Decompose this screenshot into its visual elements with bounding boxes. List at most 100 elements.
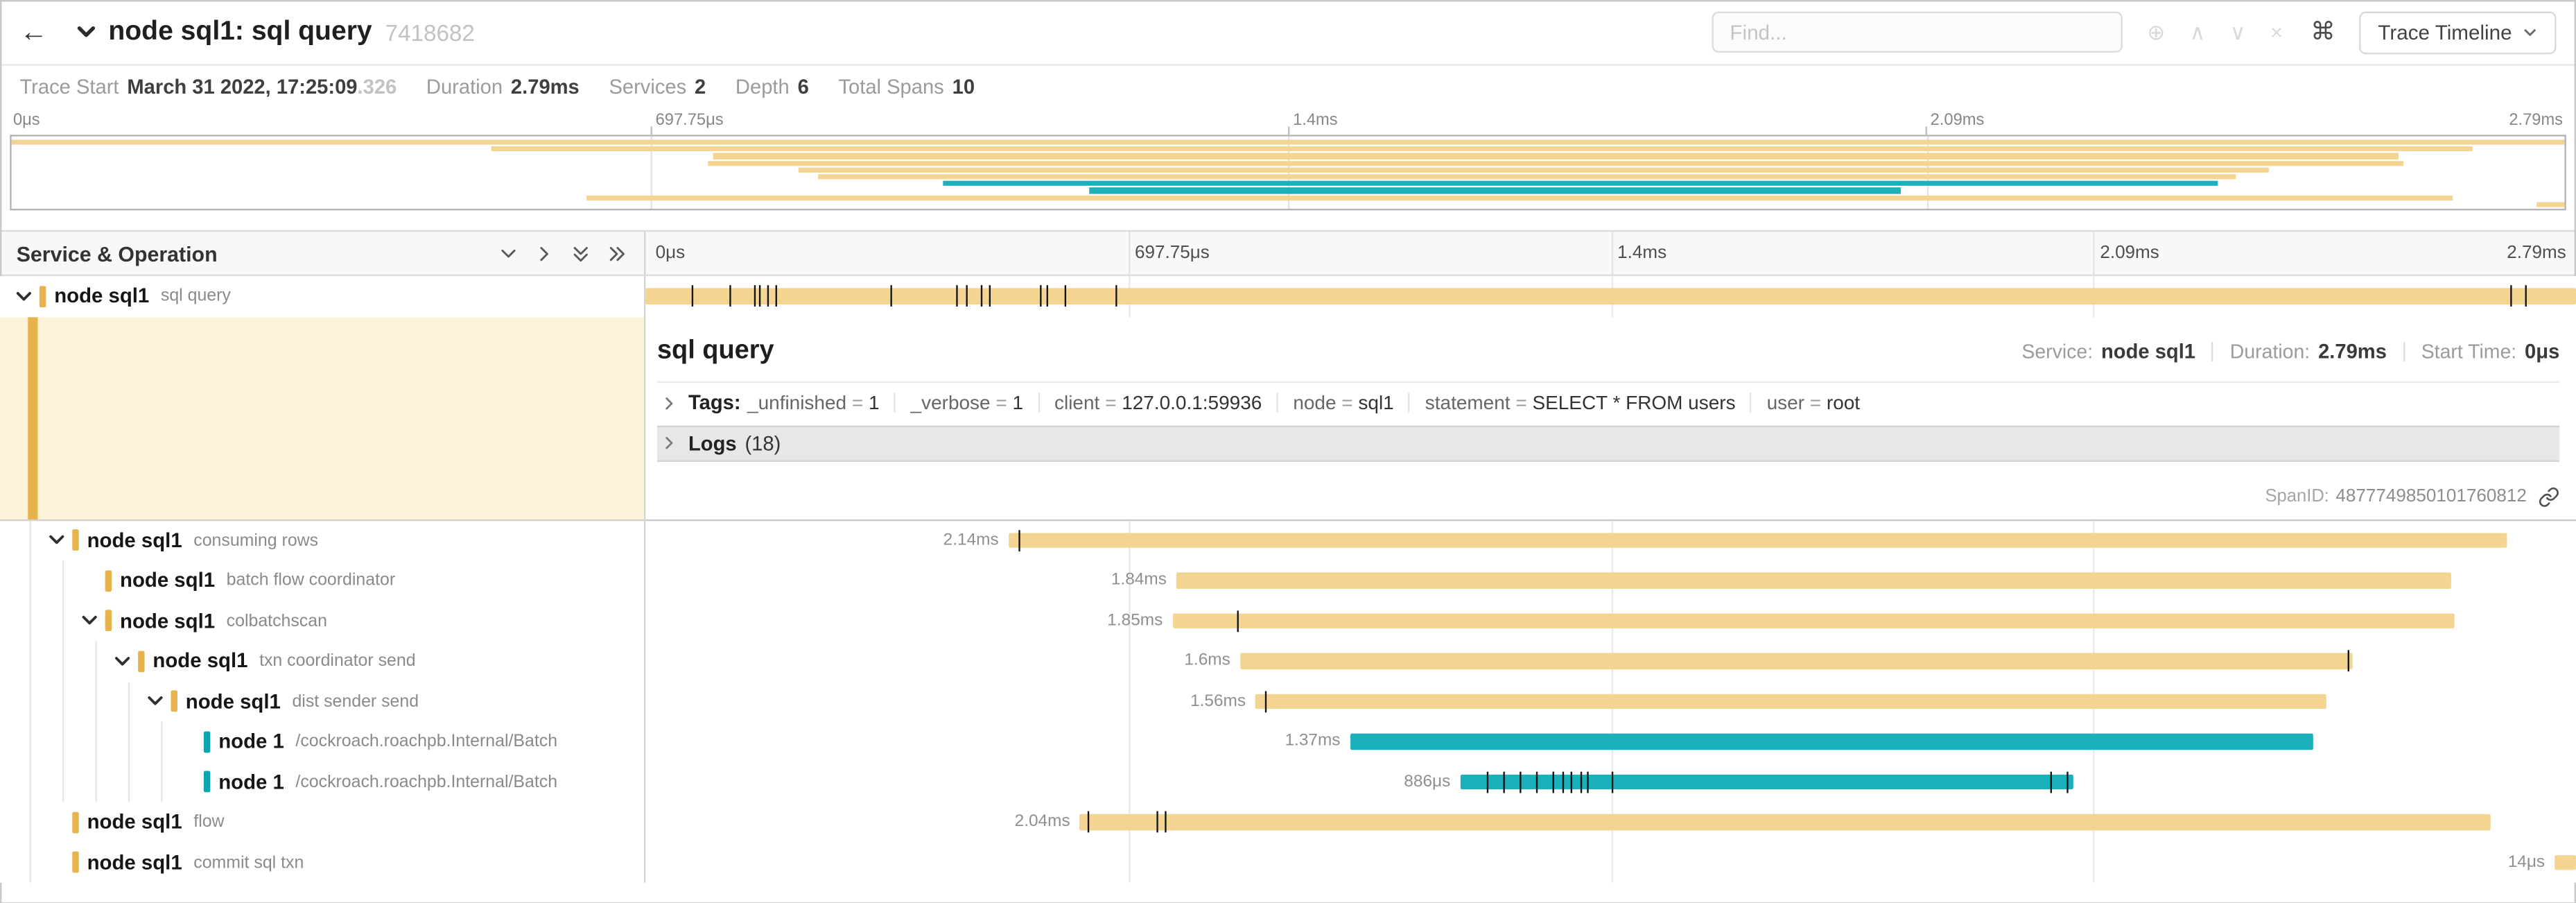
span-id-label: SpanID:: [2265, 486, 2329, 506]
service-color-strip: [203, 731, 211, 752]
chevron-right-icon: [661, 434, 679, 452]
span-bar-row[interactable]: 1.6ms: [645, 641, 2576, 681]
span-bar[interactable]: [1350, 734, 2314, 750]
logs-accordion[interactable]: Logs (18): [656, 424, 2560, 461]
span-bar-row[interactable]: 1.85ms: [645, 601, 2576, 641]
span-bar[interactable]: [1008, 532, 2507, 549]
tag-divider: [1276, 393, 1279, 413]
span-tree-row[interactable]: node 1/cockroach.roachpb.Internal/Batch: [0, 721, 644, 762]
indent-guide: [95, 641, 97, 682]
span-bar[interactable]: [1255, 694, 2327, 710]
tags-list: _unfinished = 1 _verbose = 1 client = 127.…: [747, 391, 1860, 414]
span-duration-label: 886μs: [1404, 773, 1451, 791]
minimap-span-bar: [1088, 188, 1901, 194]
service-color-strip: [72, 811, 79, 833]
span-bar-row[interactable]: 2.14ms: [645, 520, 2576, 560]
trace-view-selector[interactable]: Trace Timeline: [2360, 10, 2557, 54]
depth-label: Depth: [735, 76, 790, 99]
span-collapse-chevron-icon[interactable]: [46, 530, 67, 551]
depth-value: 6: [797, 76, 809, 99]
span-tree-row[interactable]: node sql1 flow: [0, 802, 644, 843]
span-collapse-chevron-icon[interactable]: [145, 691, 166, 712]
span-tree-row[interactable]: node sql1 txn coordinator send: [0, 641, 644, 682]
timeline-tick-label: 2.79ms: [2507, 243, 2566, 264]
span-bar[interactable]: [1172, 612, 2455, 629]
back-button[interactable]: ←: [19, 16, 48, 48]
span-tree-row[interactable]: node sql1 batch flow coordinator: [0, 560, 644, 601]
deep-link-icon[interactable]: [2538, 485, 2559, 507]
timeline-tick-label: 697.75μs: [1135, 243, 1210, 264]
span-duration-label: 2.14ms: [943, 531, 999, 550]
focus-match-icon[interactable]: ⊕: [2147, 19, 2166, 44]
span-bar-row[interactable]: 14μs: [645, 843, 2576, 883]
prev-match-icon[interactable]: ∧: [2189, 19, 2206, 44]
tags-accordion[interactable]: Tags: _unfinished = 1 _verbose = 1 client …: [657, 382, 2559, 423]
find-input[interactable]: [1712, 11, 2123, 53]
span-collapse-chevron-icon[interactable]: [112, 651, 133, 672]
span-collapse-chevron-icon[interactable]: [79, 610, 101, 632]
minimap-span-bar: [2536, 202, 2565, 207]
span-collapse-chevron-icon[interactable]: [13, 286, 35, 307]
log-marker-tick: [891, 285, 893, 307]
span-tree-row[interactable]: node sql1 sql query: [0, 276, 644, 316]
span-bar[interactable]: [1240, 653, 2352, 669]
indent-guide: [128, 762, 130, 802]
service-color-strip: [72, 852, 79, 874]
span-bar-row[interactable]: 1.84ms: [645, 560, 2576, 601]
services-label: Services: [609, 76, 687, 99]
log-marker-tick: [1115, 285, 1117, 307]
span-tree-row[interactable]: node sql1 dist sender send: [0, 681, 644, 722]
span-bar[interactable]: [2555, 854, 2576, 870]
service-name: node sql1: [120, 569, 216, 592]
minimap-span-bar: [708, 160, 2404, 166]
log-marker-tick: [2066, 771, 2069, 793]
duration-label: Duration: [426, 76, 503, 99]
tag-key: _unfinished: [747, 391, 847, 415]
minimap-span-bar: [713, 153, 2399, 159]
depth-stat: Depth 6: [736, 76, 809, 98]
service-color-strip: [138, 650, 145, 672]
span-bar[interactable]: [645, 288, 2576, 304]
span-bar-row[interactable]: 2.04ms: [645, 802, 2576, 843]
tag-value: root: [1826, 391, 1861, 415]
log-marker-tick: [1018, 529, 1020, 551]
span-bar[interactable]: [1460, 774, 2074, 790]
expand-all-icon[interactable]: [606, 243, 627, 264]
trace-collapse-chevron-icon[interactable]: [74, 19, 99, 44]
span-bar[interactable]: [1079, 814, 2491, 830]
trace-view-selector-label: Trace Timeline: [2378, 20, 2512, 44]
spacer: [0, 210, 2576, 230]
tag-item: _verbose = 1: [911, 391, 1023, 414]
span-tree-row[interactable]: node sql1 consuming rows: [0, 520, 644, 561]
span-bar-row[interactable]: [645, 276, 2576, 316]
trace-minimap[interactable]: [10, 135, 2566, 211]
operation-name: /cockroach.roachpb.Internal/Batch: [295, 732, 558, 752]
bar-root-container: [645, 276, 2576, 316]
indent-guide: [29, 520, 32, 561]
span-tree-row[interactable]: node sql1 commit sql txn: [0, 842, 644, 883]
span-tree-row[interactable]: node sql1 colbatchscan: [0, 601, 644, 642]
tree-children-container: node sql1 consuming rows node sql1 batch fl…: [0, 520, 644, 883]
span-bar-row[interactable]: 1.56ms: [645, 681, 2576, 721]
service-color-strip: [39, 285, 46, 307]
service-color-strip: [203, 771, 211, 793]
axis-tick-label: 2.79ms: [2509, 112, 2564, 130]
span-bar-row[interactable]: 1.37ms: [645, 721, 2576, 762]
collapse-all-icon[interactable]: [570, 243, 591, 264]
clear-search-icon[interactable]: ×: [2270, 19, 2283, 44]
collapse-one-icon[interactable]: [498, 243, 519, 264]
detail-divider: [656, 380, 2560, 383]
expand-one-icon[interactable]: [534, 243, 555, 264]
minimap-span-bar: [818, 174, 2236, 180]
minimap-span-bar: [586, 195, 2453, 200]
minimap-span-bar: [797, 167, 2269, 173]
keyboard-shortcuts-icon[interactable]: ⌘: [2310, 18, 2335, 46]
span-tree-row[interactable]: node 1/cockroach.roachpb.Internal/Batch: [0, 762, 644, 802]
tag-divider: [1750, 393, 1752, 413]
log-marker-tick: [1563, 771, 1565, 793]
tag-item: statement = SELECT * FROM users: [1425, 391, 1736, 414]
next-match-icon[interactable]: ∨: [2229, 19, 2246, 44]
axis-tick-label: 1.4ms: [1293, 112, 1338, 130]
span-bar-row[interactable]: 886μs: [645, 762, 2576, 802]
span-bar[interactable]: [1176, 572, 2451, 589]
